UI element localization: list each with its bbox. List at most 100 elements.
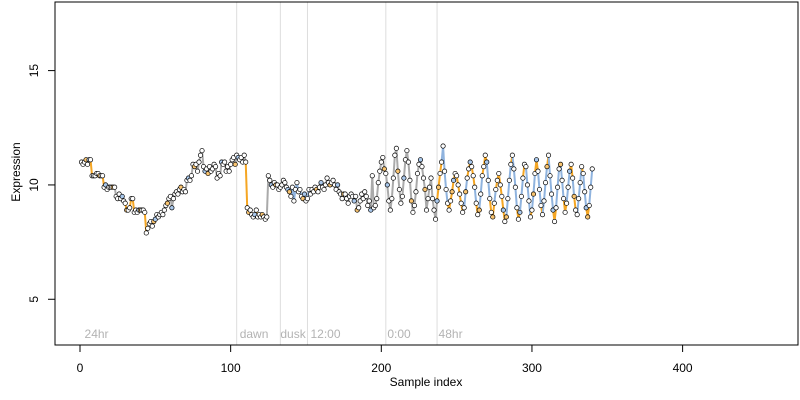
data-point <box>405 159 411 165</box>
data-point <box>188 173 195 179</box>
data-point <box>130 196 136 202</box>
data-point <box>497 182 503 188</box>
data-point <box>437 170 443 177</box>
data-point <box>222 159 228 165</box>
data-point <box>267 177 273 183</box>
data-point <box>464 175 470 181</box>
data-point <box>414 170 421 177</box>
data-point <box>561 196 567 202</box>
data-point <box>448 198 454 204</box>
data-point <box>428 175 434 181</box>
data-point <box>297 186 303 193</box>
data-point <box>392 152 398 158</box>
data-point <box>478 191 484 197</box>
data-point <box>363 193 369 199</box>
data-point <box>494 177 500 183</box>
series-line-segment <box>371 175 375 208</box>
series-line-segment <box>555 187 559 208</box>
data-point <box>432 216 439 222</box>
data-point <box>485 177 491 183</box>
series-line-segment <box>526 184 530 202</box>
data-point <box>475 212 481 218</box>
data-point <box>286 189 292 195</box>
data-point <box>324 175 330 181</box>
series-line-segment <box>559 164 564 181</box>
data-point <box>304 196 311 202</box>
data-point <box>425 196 431 202</box>
series-line-segment <box>549 175 553 195</box>
x-tick-label: 0 <box>77 361 84 375</box>
y-axis: 5 10 15 <box>27 64 56 303</box>
data-point <box>253 207 259 213</box>
data-point <box>567 168 573 174</box>
data-point <box>449 189 455 195</box>
data-point <box>434 198 440 204</box>
data-point <box>226 168 232 174</box>
data-point <box>247 207 253 213</box>
data-point <box>175 191 181 197</box>
series-line-segment <box>396 171 401 190</box>
data-point <box>243 159 249 165</box>
series-line-segment <box>244 162 249 208</box>
series-line-segment <box>487 180 491 199</box>
data-point <box>511 166 517 172</box>
data-point <box>381 166 387 172</box>
series-line-segment <box>565 187 570 204</box>
data-point <box>582 189 588 195</box>
annotation-label-4: 0:00 <box>387 327 411 341</box>
series-line-segment <box>589 168 594 188</box>
series-line-segment <box>201 150 205 167</box>
data-point <box>264 214 270 220</box>
data-point <box>548 191 555 197</box>
data-point <box>508 161 514 167</box>
data-point <box>420 175 427 181</box>
series-line-segment <box>567 171 571 188</box>
y-axis-label: Expression <box>9 142 23 201</box>
series-line-segment <box>392 155 396 179</box>
data-point <box>573 207 579 213</box>
data-point <box>100 173 106 179</box>
data-point <box>520 175 526 181</box>
data-point <box>390 175 396 181</box>
data-point <box>487 196 493 202</box>
data-point <box>523 164 529 170</box>
data-point <box>559 177 565 183</box>
data-point <box>535 168 541 174</box>
data-point <box>460 209 466 215</box>
data-point <box>558 161 564 167</box>
data-point <box>574 212 580 218</box>
data-point <box>294 180 300 186</box>
series-line-segment <box>550 193 555 211</box>
data-point <box>571 193 577 199</box>
data-point <box>488 209 494 215</box>
data-point <box>232 161 238 167</box>
data-point <box>467 159 473 165</box>
data-point <box>524 182 530 188</box>
data-point <box>366 198 372 204</box>
data-point <box>122 200 128 206</box>
data-point <box>552 218 558 225</box>
data-point <box>396 186 402 193</box>
data-point <box>407 177 413 183</box>
data-point <box>545 152 552 158</box>
x-tick-label: 400 <box>673 361 693 375</box>
x-tick-label: 100 <box>221 361 241 375</box>
series-line-segment <box>583 191 588 208</box>
series-line-segment <box>402 159 407 179</box>
series-line-segment <box>414 173 419 192</box>
data-point <box>585 214 591 220</box>
data-point <box>143 230 149 236</box>
data-point <box>369 173 375 179</box>
data-point <box>564 200 570 206</box>
data-point <box>145 225 151 231</box>
x-axis-label: Sample index <box>390 375 463 389</box>
series-line-segment <box>538 189 542 206</box>
y-tick-label: 10 <box>27 178 41 192</box>
series-line-segment <box>443 171 448 190</box>
annotation-label-5: 48hr <box>439 327 463 341</box>
data-point <box>362 189 368 195</box>
data-point <box>169 205 175 211</box>
data-point <box>568 161 574 167</box>
data-point <box>518 193 524 199</box>
series-line-segment <box>561 180 565 199</box>
